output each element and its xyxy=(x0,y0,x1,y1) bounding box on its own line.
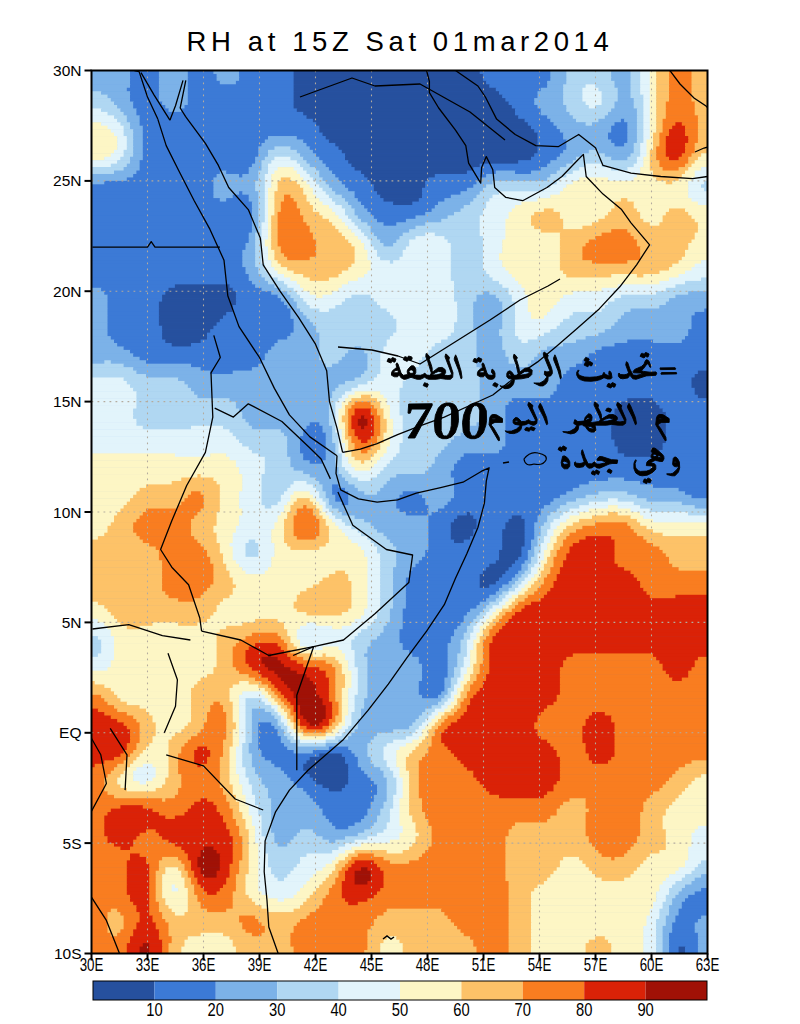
svg-text:50: 50 xyxy=(392,1000,408,1020)
svg-text:40: 40 xyxy=(330,1000,346,1020)
svg-text:10: 10 xyxy=(146,1000,162,1020)
svg-text:15N: 15N xyxy=(53,393,81,410)
svg-text:10N: 10N xyxy=(53,504,81,521)
svg-text:51E: 51E xyxy=(472,954,496,975)
svg-text:57E: 57E xyxy=(584,954,608,975)
svg-text:63E: 63E xyxy=(696,954,720,975)
svg-text:20: 20 xyxy=(208,1000,224,1020)
svg-text:42E: 42E xyxy=(304,954,328,975)
svg-text:5S: 5S xyxy=(63,835,82,852)
svg-text:45E: 45E xyxy=(360,954,384,975)
svg-text:70: 70 xyxy=(515,1000,531,1020)
svg-text:EQ: EQ xyxy=(59,724,81,741)
svg-text:33E: 33E xyxy=(136,954,160,975)
svg-text:54E: 54E xyxy=(528,954,552,975)
svg-text:48E: 48E xyxy=(416,954,440,975)
svg-text:20N: 20N xyxy=(53,283,81,300)
svg-text:90: 90 xyxy=(637,1000,653,1020)
svg-text:80: 80 xyxy=(576,1000,592,1020)
svg-text:5N: 5N xyxy=(62,614,82,631)
svg-text:60: 60 xyxy=(453,1000,469,1020)
svg-text:30E: 30E xyxy=(80,954,104,975)
svg-text:60E: 60E xyxy=(640,954,664,975)
svg-text:25N: 25N xyxy=(53,172,81,189)
svg-text:36E: 36E xyxy=(192,954,216,975)
svg-text:10S: 10S xyxy=(54,945,82,962)
svg-text:30: 30 xyxy=(269,1000,285,1020)
svg-text:30N: 30N xyxy=(53,62,81,79)
svg-text:39E: 39E xyxy=(248,954,272,975)
